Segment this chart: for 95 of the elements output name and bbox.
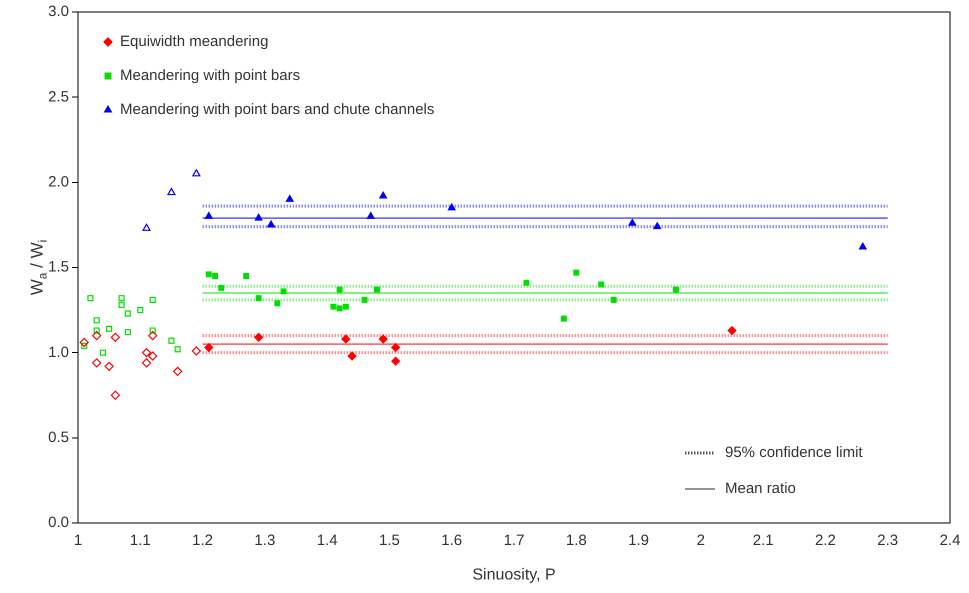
x-tick-label: 1.6 <box>441 532 462 550</box>
point <box>523 280 530 286</box>
x-tick-label: 1.8 <box>566 532 587 550</box>
point <box>167 188 176 196</box>
point <box>174 346 181 352</box>
y-tick-label: 1.5 <box>48 258 69 276</box>
annotation: Mean ratio <box>725 480 796 498</box>
x-axis-title: Sinuosity, P <box>472 566 556 584</box>
point <box>142 358 152 368</box>
point <box>118 295 125 302</box>
point <box>254 214 263 221</box>
point <box>204 212 213 219</box>
point <box>204 343 214 352</box>
point <box>391 356 400 366</box>
point <box>212 273 218 279</box>
x-tick-label: 1.7 <box>504 532 524 550</box>
point <box>280 288 287 294</box>
point <box>142 348 152 358</box>
point <box>267 220 276 228</box>
point <box>92 358 102 368</box>
point <box>80 338 89 348</box>
y-axis-title: Wa / Wi <box>28 240 50 296</box>
point <box>341 334 350 344</box>
point <box>243 273 250 279</box>
point <box>378 334 388 344</box>
point <box>87 295 94 302</box>
y-tick-label: 0.5 <box>48 428 69 446</box>
x-tick-label: 2.4 <box>940 532 960 550</box>
point <box>110 332 120 342</box>
point <box>366 212 375 219</box>
point <box>342 304 349 310</box>
point <box>173 366 182 376</box>
legend-label: Equiwidth meandering <box>120 33 268 50</box>
point <box>192 169 200 176</box>
point <box>100 350 106 356</box>
point <box>150 296 156 303</box>
x-tick-label: 1.9 <box>628 532 649 550</box>
point <box>110 390 120 400</box>
point <box>124 310 131 317</box>
point <box>274 300 280 306</box>
x-tick-label: 1.2 <box>192 532 213 550</box>
y-tick-label: 1.0 <box>48 344 69 361</box>
x-tick-label: 2.1 <box>752 532 774 550</box>
x-tick-label: 1.4 <box>316 532 338 550</box>
point <box>218 284 224 291</box>
y-tick-label: 0.0 <box>48 514 69 532</box>
point <box>653 222 662 230</box>
point <box>858 242 867 250</box>
point <box>124 329 131 336</box>
x-tick-label: 2.2 <box>815 532 836 550</box>
point <box>168 338 175 344</box>
point <box>192 346 201 356</box>
point <box>448 203 456 210</box>
x-tick-label: 1 <box>74 532 82 550</box>
point <box>374 286 380 293</box>
point <box>672 286 679 293</box>
point <box>92 331 102 340</box>
x-tick-label: 1.5 <box>379 532 400 550</box>
y-tick-label: 2.5 <box>48 88 69 106</box>
x-tick-label: 1.1 <box>130 532 151 550</box>
point <box>106 326 112 332</box>
point <box>348 352 357 361</box>
point <box>118 302 125 308</box>
point <box>379 191 388 198</box>
point <box>728 326 736 336</box>
point <box>137 307 144 314</box>
point <box>104 362 114 371</box>
point <box>560 316 567 322</box>
y-tick-label: 2.0 <box>48 173 69 190</box>
legend-label: Meandering with point bars <box>120 67 300 84</box>
x-tick-label: 2 <box>696 532 706 550</box>
annotation: 95% confidence limit <box>725 444 864 462</box>
point <box>391 343 400 352</box>
point <box>94 317 100 324</box>
point <box>254 332 264 342</box>
x-tick-label: 2.3 <box>877 532 898 550</box>
point <box>206 271 212 278</box>
point <box>148 331 158 340</box>
y-tick-label: 3.0 <box>48 3 69 20</box>
point <box>628 218 636 226</box>
legend-label: Meandering with point bars and chute channels <box>120 101 434 118</box>
point <box>336 305 343 312</box>
point <box>573 270 580 276</box>
point <box>598 282 604 288</box>
point <box>142 224 151 231</box>
point <box>330 304 336 310</box>
point <box>362 296 368 303</box>
point <box>256 295 262 302</box>
point <box>336 286 343 293</box>
x-tick-label: 1.3 <box>254 532 276 550</box>
point <box>610 296 617 303</box>
point <box>94 327 100 334</box>
point <box>286 194 294 202</box>
point <box>148 351 158 361</box>
point <box>150 327 156 334</box>
